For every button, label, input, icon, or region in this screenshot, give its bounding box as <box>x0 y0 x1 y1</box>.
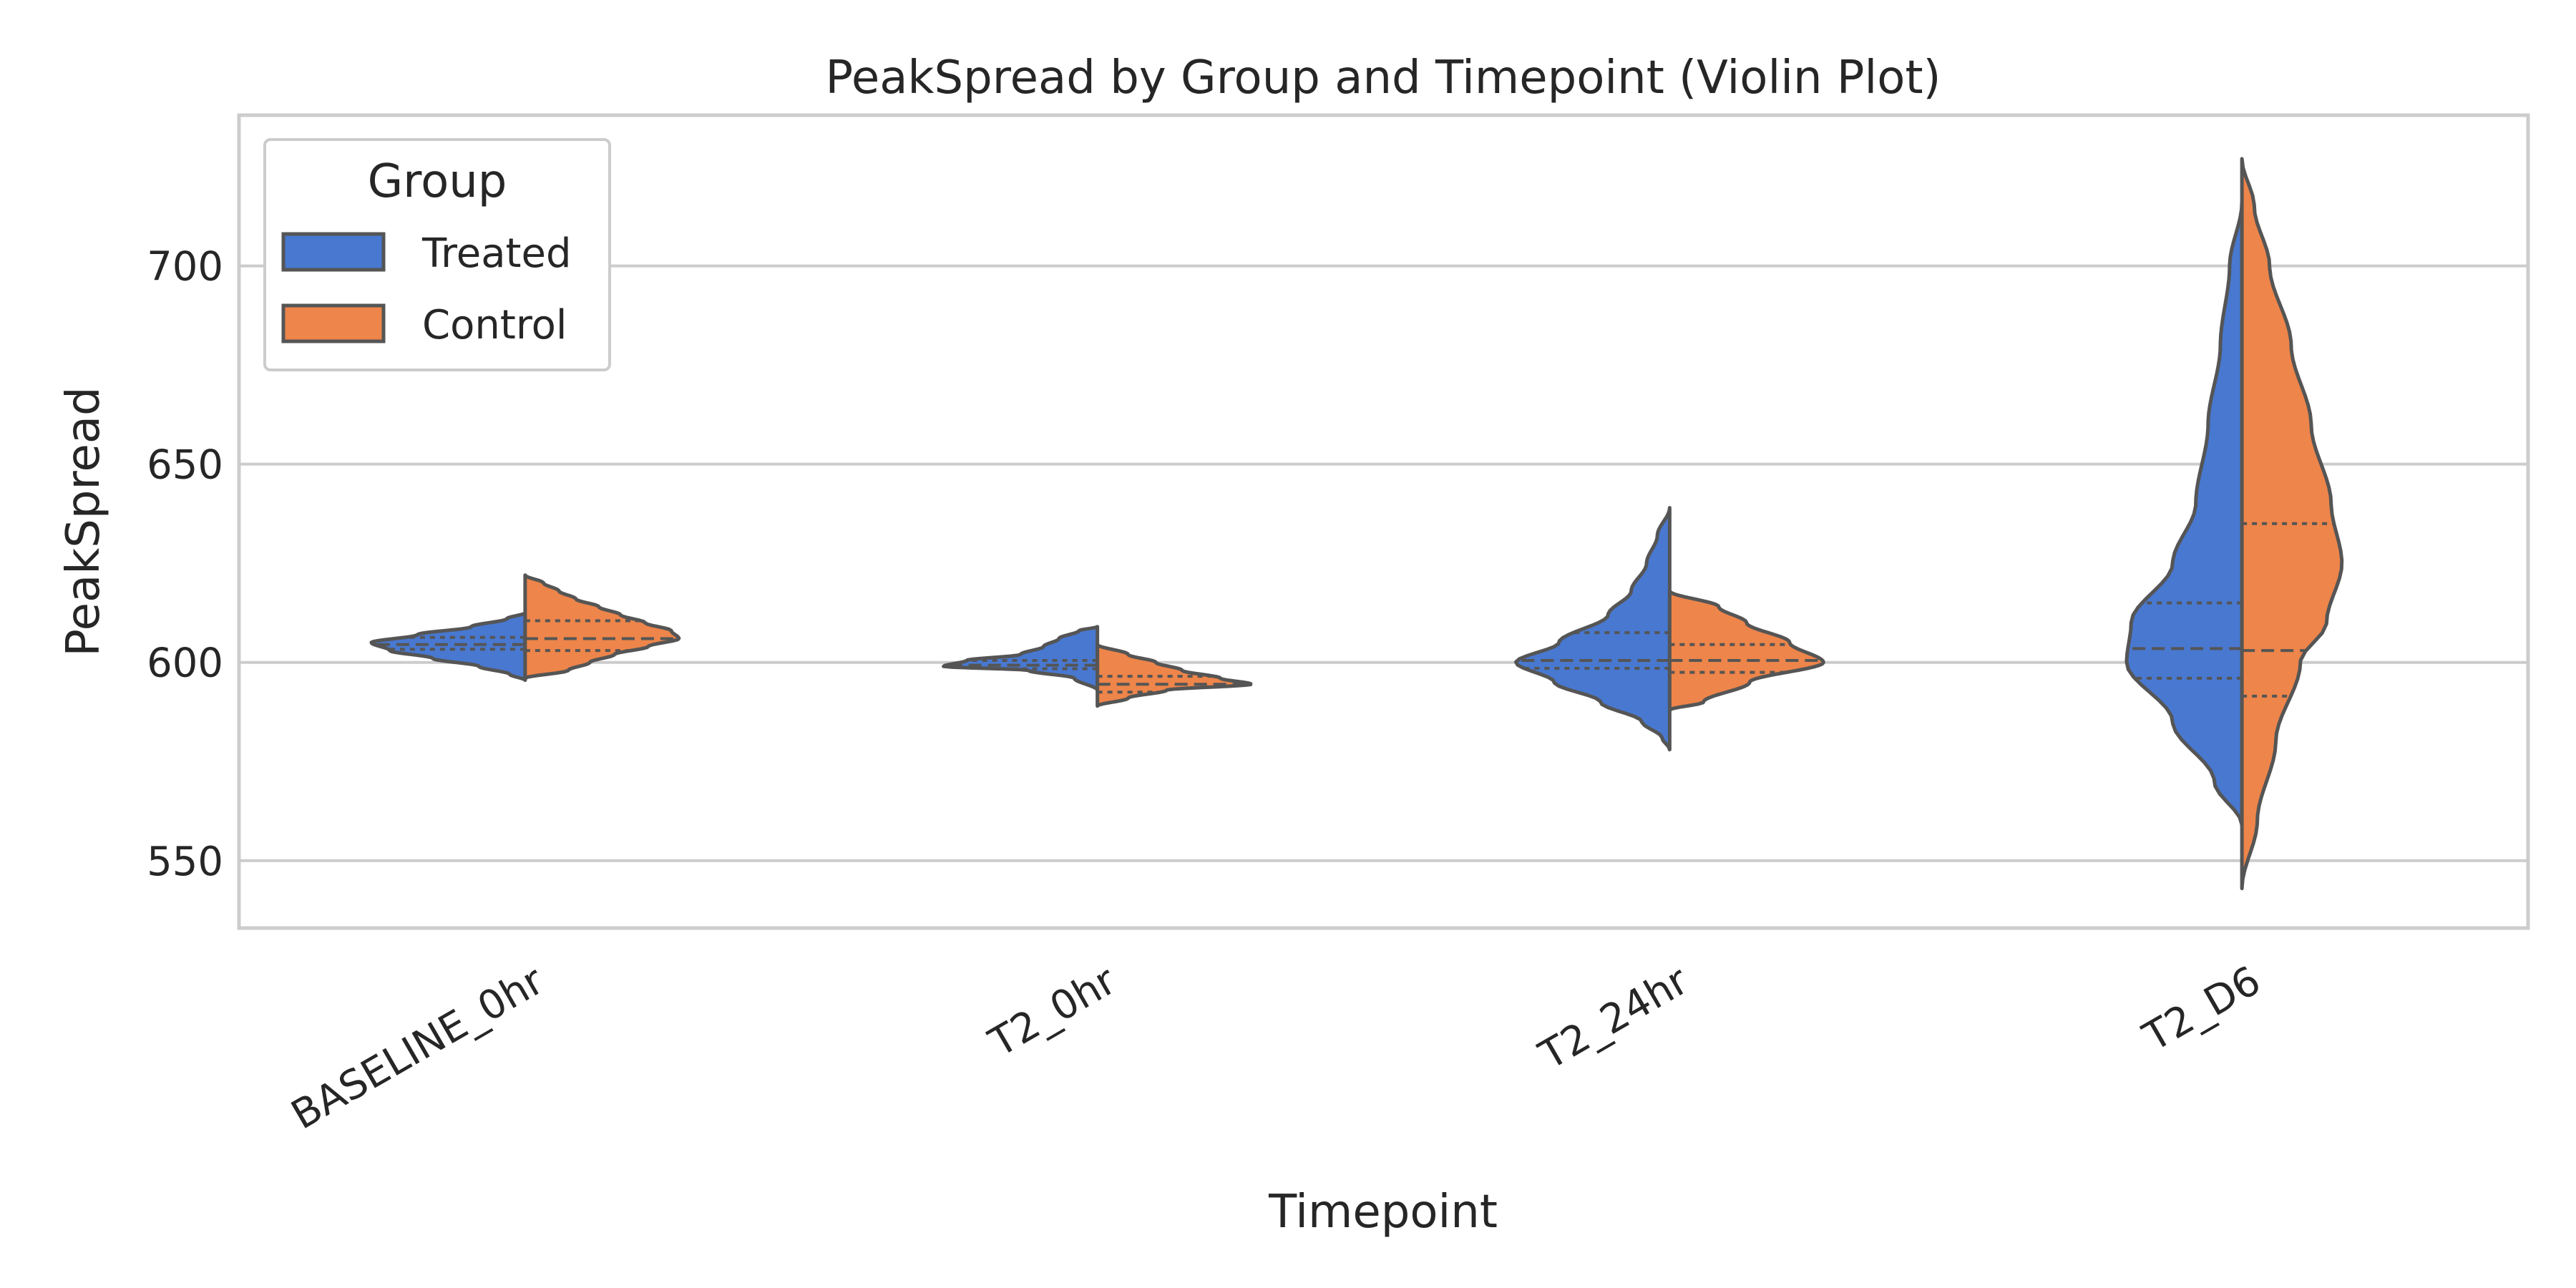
violin-control-t2-d6 <box>2240 157 2344 891</box>
legend-label-treated: Treated <box>421 230 572 277</box>
y-tick-label-600: 600 <box>147 640 223 687</box>
violin-treated-baseline-0hr <box>369 610 527 683</box>
y-tick-labels: 550 600 650 700 <box>147 244 223 885</box>
y-axis-label: PeakSpread <box>57 386 110 656</box>
violin-control-t2-0hr <box>1096 643 1253 708</box>
plot-frame <box>237 113 2530 930</box>
chart-title: PeakSpread by Group and Timepoint (Violi… <box>826 52 1941 104</box>
violin-treated-t2-24hr <box>1513 506 1672 752</box>
legend: Group Treated Control <box>263 138 611 371</box>
y-tick-label-700: 700 <box>147 244 223 291</box>
legend-label-control: Control <box>422 302 567 348</box>
x-axis-label: Timepoint <box>1268 1186 1498 1239</box>
grid-lines <box>239 264 2528 862</box>
y-tick-label-550: 550 <box>147 839 223 885</box>
legend-swatch-treated <box>281 232 386 272</box>
y-tick-label-650: 650 <box>147 442 223 489</box>
violin-control-t2-24hr <box>1667 589 1825 712</box>
violin-treated-t2-d6 <box>2124 200 2244 827</box>
violins <box>369 157 2344 891</box>
legend-swatch-control <box>281 303 386 343</box>
violin-control-baseline-0hr <box>523 573 681 680</box>
violin-treated-t2-0hr <box>942 625 1100 693</box>
legend-title: Group <box>368 155 507 208</box>
